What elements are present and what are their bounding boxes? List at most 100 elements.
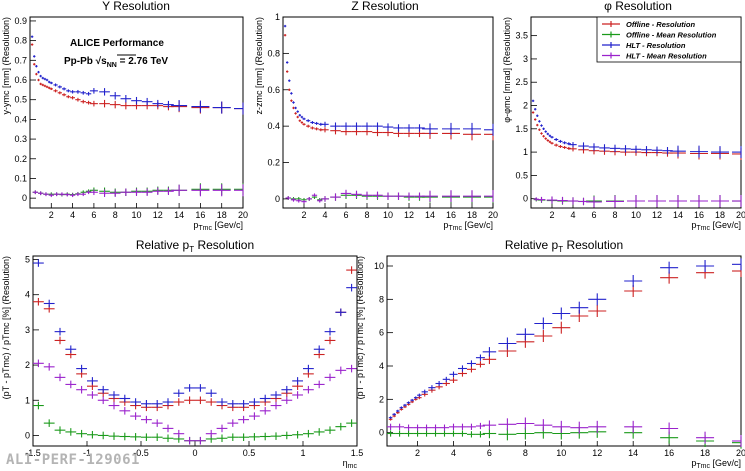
data-point (550, 135, 554, 139)
x-axis-label: pTmc [Gev/c] (691, 220, 741, 232)
data-point (475, 354, 485, 361)
legend-label: Offline - Mean Resolution (626, 31, 717, 40)
data-point (141, 97, 153, 106)
data-point (33, 63, 36, 66)
data-point (33, 55, 36, 58)
data-point (184, 436, 195, 445)
data-point (534, 330, 553, 342)
data-point (163, 187, 174, 195)
data-point (403, 124, 415, 132)
data-point (317, 198, 323, 203)
data-point (281, 396, 293, 405)
data-point (498, 418, 517, 431)
data-point (301, 199, 307, 204)
data-point (270, 391, 282, 399)
data-point (205, 389, 217, 398)
data-point (550, 142, 554, 145)
data-point (109, 92, 121, 100)
data-point (35, 65, 38, 68)
y-tick-label: 1 (25, 395, 30, 405)
legend-label: HLT - Resolution (626, 41, 686, 50)
data-point (173, 398, 185, 406)
x-tick-label: 2 (49, 210, 54, 220)
data-point (395, 430, 405, 437)
data-point (76, 364, 87, 373)
data-point (321, 121, 329, 127)
data-point (303, 364, 314, 373)
chart-y: Y Resolution 2 4 6 8 10 12 14 16 18 20 0 0.1 0.2 0.3 0.… (1, 0, 248, 232)
data-point (69, 193, 76, 198)
data-point (482, 428, 497, 439)
x-tick-label: 10 (383, 210, 393, 220)
data-point (413, 430, 423, 437)
data-point (212, 101, 231, 114)
x-tick-label: 14 (174, 210, 184, 220)
x-tick-label: 18 (700, 448, 710, 458)
y-tick-label: 0.5 (14, 95, 27, 105)
data-point (531, 111, 535, 114)
data-point (310, 121, 315, 124)
data-point (609, 144, 621, 153)
data-point (141, 433, 152, 441)
series-offline-mean-resolution (387, 425, 742, 449)
data-point (89, 100, 98, 107)
chart-phi: φ Resolution 2 4 6 8 10 12 14 16 18 20 0 0.5 1 1.5 2 2.5… (502, 0, 745, 232)
data-point (80, 192, 86, 197)
performance-label: ALICE Performance (70, 38, 164, 49)
data-point (173, 429, 185, 438)
data-point (45, 85, 49, 89)
data-point (711, 195, 729, 208)
data-point (57, 91, 62, 95)
x-tick-label: 12 (592, 448, 602, 458)
data-point (588, 143, 600, 151)
data-point (296, 198, 302, 203)
data-point (413, 424, 423, 431)
x-tick-label: 1 (300, 448, 305, 458)
series-offline-mean-resolution (33, 401, 357, 445)
data-point (696, 431, 715, 444)
data-point (171, 100, 188, 112)
data-point (85, 100, 92, 105)
data-point (151, 419, 163, 427)
data-point (466, 431, 476, 438)
x-tick-label: 20 (736, 210, 745, 220)
data-point (711, 146, 729, 159)
data-point (542, 127, 545, 131)
data-point (670, 145, 686, 157)
data-point (406, 401, 411, 404)
plot-frame (282, 16, 494, 209)
data-point (249, 412, 260, 420)
data-point (732, 265, 742, 277)
chart-title: Y Resolution (102, 0, 170, 13)
y-tick-label: 3 (25, 325, 30, 335)
data-point (298, 119, 301, 122)
data-point (234, 102, 244, 115)
data-point (546, 196, 558, 204)
data-point (283, 33, 287, 37)
data-point (324, 426, 336, 434)
data-point (33, 401, 44, 410)
data-point (283, 24, 287, 28)
data-point (442, 122, 460, 135)
data-point (131, 96, 142, 105)
data-point (732, 147, 742, 160)
data-point (475, 431, 485, 438)
legend-item: Offline - Mean Resolution (602, 31, 717, 40)
data-point (403, 403, 407, 407)
x-tick-label: 10 (631, 210, 641, 220)
data-point (484, 190, 494, 203)
data-point (516, 328, 535, 341)
data-point (97, 431, 109, 440)
data-point (119, 407, 131, 415)
series-hlt-mean-resolution (285, 189, 494, 204)
data-point (624, 420, 643, 433)
data-point (542, 135, 545, 138)
data-point (54, 373, 66, 382)
data-point (33, 297, 44, 306)
x-tick-label: -0.5 (133, 448, 149, 458)
data-point (87, 430, 98, 439)
data-point (39, 82, 42, 86)
y-tick-label: 10 (374, 261, 384, 271)
data-point (286, 70, 289, 73)
data-point (599, 144, 610, 152)
